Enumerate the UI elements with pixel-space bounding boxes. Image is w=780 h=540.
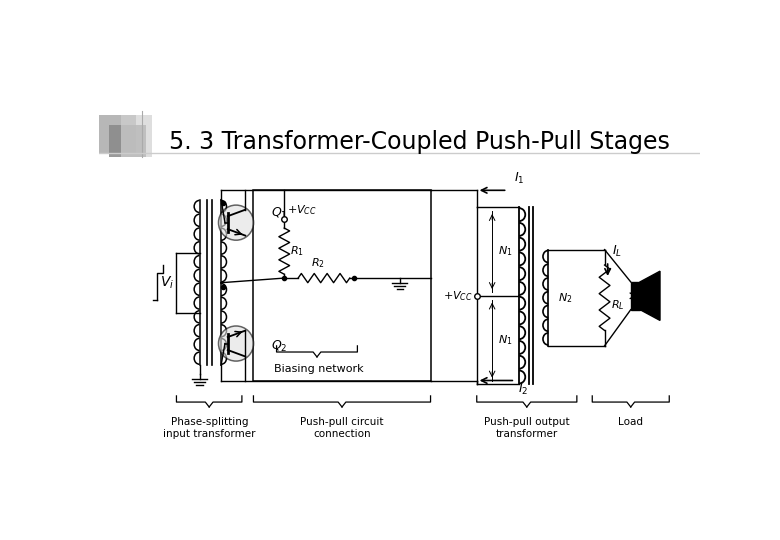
Bar <box>108 125 146 157</box>
Bar <box>631 282 640 309</box>
Bar <box>121 115 152 157</box>
Text: $I_L$: $I_L$ <box>612 244 622 259</box>
Text: $R_2$: $R_2$ <box>311 256 325 271</box>
Text: $N_1$: $N_1$ <box>498 245 513 259</box>
Text: $I_2$: $I_2$ <box>518 382 528 397</box>
Text: $+V_{CC}$: $+V_{CC}$ <box>287 204 317 217</box>
Text: $N_1$: $N_1$ <box>498 333 513 347</box>
Text: $Q_1$: $Q_1$ <box>271 206 288 221</box>
Bar <box>99 115 136 153</box>
Text: $R_L$: $R_L$ <box>611 299 624 312</box>
Text: $+V_{CC}$: $+V_{CC}$ <box>443 289 473 303</box>
Polygon shape <box>640 271 660 320</box>
Text: Push-pull circuit
connection: Push-pull circuit connection <box>300 417 384 439</box>
Text: Phase-splitting
input transformer: Phase-splitting input transformer <box>163 417 256 439</box>
Text: $V_i$: $V_i$ <box>160 274 174 291</box>
Text: Push-pull output
transformer: Push-pull output transformer <box>484 417 569 439</box>
Bar <box>254 190 431 381</box>
Circle shape <box>218 205 254 240</box>
Text: $N_2$: $N_2$ <box>558 291 572 305</box>
Text: $Q_2$: $Q_2$ <box>271 339 288 354</box>
Circle shape <box>218 326 254 361</box>
Text: 5. 3 Transformer-Coupled Push-Pull Stages: 5. 3 Transformer-Coupled Push-Pull Stage… <box>168 130 669 154</box>
Text: $I_1$: $I_1$ <box>514 171 524 186</box>
Text: Load: Load <box>619 417 644 428</box>
Text: $R_1$: $R_1$ <box>290 244 304 258</box>
Text: Biasing network: Biasing network <box>274 363 363 374</box>
